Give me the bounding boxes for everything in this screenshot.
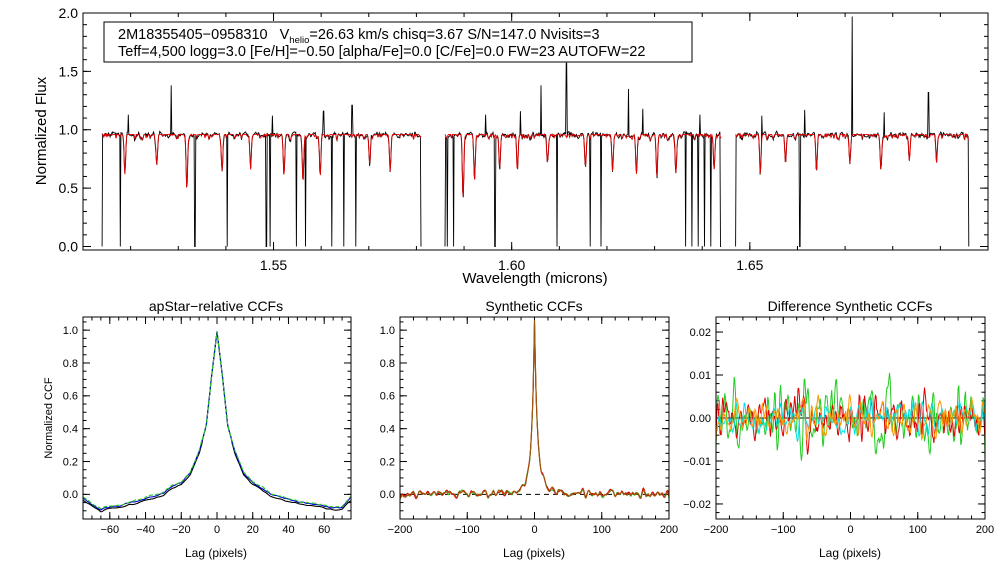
x-tick-label: −40 [136,524,155,536]
ccf-synthetic-frame [399,316,670,520]
header-vhelio-subscript: helio [289,35,309,46]
x-tick-label: 1.60 [498,257,525,273]
x-tick-label: −200 [388,524,413,536]
spectrum-header-line1: 2M18355405−0958310 Vhelio=26.63 km/s chi… [118,27,600,46]
ccf-synthetic-title: Synthetic CCFs [485,298,582,314]
spectrum-observed-line [735,16,970,247]
ccf-apstar-lines [82,331,352,513]
spectrum-model-line [101,132,422,188]
ccf-apstar-series-line [82,331,352,511]
y-tick-label: −0.02 [683,499,711,511]
header-summary: =26.63 km/s chisq=3.67 S/N=147.0 Nvisits… [309,27,599,43]
spectrum-ylabel: Normalized Flux [33,76,50,185]
ccf-apstar-xlabel: Lag (pixels) [185,546,247,560]
ccf-apstar-frame [82,316,352,520]
ccf-panel-difference: Difference Synthetic CCFs −200 −100 0 100 20… [683,298,994,560]
spectrum-header-box [103,21,693,63]
ccf-difference-lines [715,372,986,462]
x-tick-label: 40 [282,524,294,536]
y-tick-label: 0.0 [63,489,78,501]
x-tick-label: −60 [100,524,119,536]
ccf-apstar-series-line [82,331,352,513]
header-star-id: 2M18355405−0958310 [118,27,268,43]
y-tick-label: 1.0 [380,325,395,337]
ccf-synthetic-series-line [399,320,670,500]
ccf-apstar-title: apStar−relative CCFs [149,298,283,314]
ccf-synthetic-ticks: −200 −100 0 100 200 0.0 0.2 0.4 0.6 0.8 1.0 [380,317,678,536]
x-tick-label: 0 [531,524,537,536]
x-tick-label: 0 [214,524,220,536]
y-tick-label: 0.0 [380,489,395,501]
y-tick-label: 0.2 [63,456,78,468]
spectrum-observed-line [444,62,722,247]
ccf-apstar-ylabel: Normalized CCF [43,377,55,459]
y-tick-label: 0.01 [690,370,711,382]
y-tick-label: 0.5 [59,180,79,196]
x-tick-label: 60 [318,524,330,536]
spectrum-model-line [444,133,722,197]
ccf-difference-series-line [715,394,986,442]
x-tick-label: 1.55 [260,257,287,273]
x-tick-label: −100 [771,524,796,536]
spectrum-xlabel: Wavelength (microns) [462,270,607,287]
ccf-panel-apstar: apStar−relative CCFs −60 −40 −20 0 20 40 60 0.0… [43,298,352,560]
ccf-apstar-ticks: −60 −40 −20 0 20 40 60 0.0 0.2 0.4 0.6 0.8 1.0 [63,317,352,536]
spectrum-header-line2: Teff=4,500 logg=3.0 [Fe/H]=−0.50 [alpha/… [118,44,645,60]
y-tick-label: 0.8 [380,358,395,370]
ccf-apstar-series-line [82,332,352,510]
x-tick-label: 20 [247,524,259,536]
spectrum-panel: 1.55 1.60 1.65 0.0 0.5 1.0 1.5 2.0 Normalized F… [33,5,989,287]
x-tick-label: 100 [909,524,927,536]
ccf-difference-xlabel: Lag (pixels) [819,546,881,560]
y-tick-label: −0.01 [683,456,711,468]
x-tick-label: −200 [704,524,729,536]
spectrum-observed-line [101,85,422,247]
x-tick-label: 200 [976,524,994,536]
y-tick-label: 0.6 [380,391,395,403]
x-tick-label: 0 [847,524,853,536]
y-tick-label: 0.02 [690,327,711,339]
ccf-synthetic-lines [399,319,670,500]
y-tick-label: 0.4 [380,424,395,436]
ccf-difference-title: Difference Synthetic CCFs [768,298,933,314]
spectrum-frame [82,12,989,251]
y-tick-label: 0.4 [63,424,78,436]
y-tick-label: 0.00 [690,413,711,425]
x-tick-label: −20 [172,524,191,536]
y-tick-label: 0.6 [63,391,78,403]
header-vhelio-label: V [280,27,290,43]
ccf-synthetic-xlabel: Lag (pixels) [503,546,565,560]
spectrum-lines [101,16,970,247]
ccf-panel-synthetic: Synthetic CCFs −200 −100 0 100 200 0.0 0.2 0.4 0… [380,298,678,560]
y-tick-label: 0.2 [380,456,395,468]
x-tick-label: 100 [593,524,611,536]
y-tick-label: 1.5 [59,63,79,79]
y-tick-label: 0.0 [59,238,79,254]
y-tick-label: 2.0 [59,5,79,21]
y-tick-label: 1.0 [63,325,78,337]
ccf-difference-frame [715,316,986,520]
x-tick-label: −100 [455,524,480,536]
x-tick-label: 200 [660,524,678,536]
x-tick-label: 1.65 [736,257,763,273]
spectrum-model-line [735,132,970,174]
y-tick-label: 0.8 [63,358,78,370]
y-tick-label: 1.0 [59,122,79,138]
